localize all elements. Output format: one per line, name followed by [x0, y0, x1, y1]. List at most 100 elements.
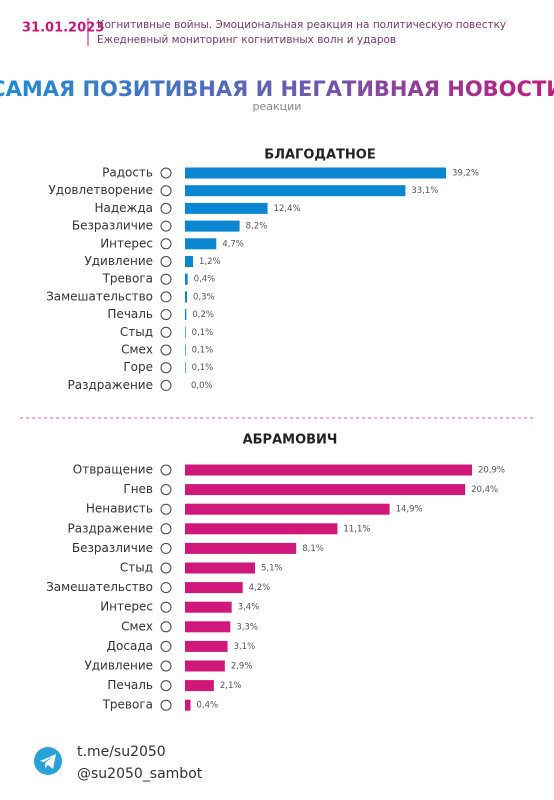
category-label: Замешательство — [46, 580, 153, 594]
emoji-icon — [160, 309, 172, 321]
bar — [185, 503, 390, 515]
value-label: 2,9% — [231, 662, 253, 672]
emoji-icon — [160, 640, 172, 652]
category-label: Интерес — [100, 236, 153, 250]
value-label: 5,1% — [261, 564, 283, 574]
emoji-icon — [160, 167, 172, 179]
category-label: Надежда — [94, 201, 153, 215]
emoji-icon — [160, 621, 172, 633]
bar — [185, 621, 231, 633]
value-label: 3,4% — [238, 603, 260, 613]
emoji-icon — [160, 523, 172, 535]
category-label: Гнев — [123, 482, 153, 496]
emoji-icon — [160, 699, 172, 711]
emoji-icon — [160, 185, 172, 197]
category-label: Досада — [107, 639, 153, 653]
value-label: 8,1% — [302, 544, 324, 554]
bar — [185, 542, 297, 554]
bar — [185, 202, 268, 214]
value-label: 0,3% — [193, 292, 215, 302]
bar — [185, 660, 225, 672]
value-label: 20,9% — [478, 466, 505, 476]
emoji-icon — [160, 660, 172, 672]
bar — [185, 680, 214, 692]
bar — [185, 484, 466, 496]
bar — [185, 523, 338, 535]
footer-link[interactable]: t.me/su2050 — [77, 744, 166, 760]
emoji-icon — [160, 464, 172, 476]
bar — [185, 167, 446, 179]
emoji-icon — [160, 601, 172, 613]
chart-title: АБРАМОВИЧ — [243, 433, 338, 448]
footer-link[interactable]: @su2050_sambot — [77, 766, 203, 782]
bar — [185, 273, 188, 285]
category-label: Смех — [121, 619, 153, 633]
bar — [185, 256, 193, 267]
bar — [185, 344, 186, 356]
category-label: Интерес — [100, 600, 153, 614]
chart-title: БЛАГОДАТНОЕ — [264, 148, 375, 163]
category-label: Печаль — [107, 307, 153, 321]
bar — [185, 185, 406, 197]
category-label: Удовлетворение — [48, 183, 153, 197]
value-label: 14,9% — [396, 505, 423, 515]
value-label: 4,2% — [249, 583, 271, 593]
bar — [185, 562, 256, 574]
value-label: 0,0% — [191, 381, 213, 391]
category-label: Печаль — [107, 678, 153, 692]
emoji-icon — [160, 542, 172, 554]
value-label: 0,1% — [192, 346, 214, 356]
category-label: Тревога — [102, 698, 153, 712]
category-label: Удивление — [84, 254, 153, 268]
value-label: 4,7% — [222, 239, 244, 249]
header-line: Ежедневный мониторинг когнитивных волн и… — [97, 34, 396, 46]
emoji-icon — [160, 256, 172, 267]
category-label: Безразличие — [72, 541, 153, 555]
emoji-icon — [160, 344, 172, 356]
emoji-icon — [160, 484, 172, 496]
bar — [185, 326, 186, 338]
category-label: Ненависть — [86, 502, 153, 516]
bar — [185, 291, 187, 303]
emoji-icon — [160, 238, 172, 250]
emoji-icon — [160, 362, 172, 374]
value-label: 0,4% — [196, 701, 218, 711]
value-label: 2,1% — [220, 681, 242, 691]
emoji-icon — [160, 291, 172, 303]
category-label: Стыд — [120, 325, 153, 339]
bar — [185, 362, 186, 374]
bar — [185, 309, 187, 321]
category-label: Раздражение — [68, 378, 153, 392]
value-label: 3,1% — [234, 642, 256, 652]
value-label: 8,2% — [246, 222, 268, 232]
emoji-icon — [160, 220, 172, 232]
category-label: Удивление — [84, 659, 153, 673]
category-label: Раздражение — [68, 521, 153, 535]
header-line: Когнитивные войны. Эмоциональная реакция… — [97, 19, 506, 31]
bar — [185, 601, 232, 613]
value-label: 11,1% — [343, 524, 370, 534]
value-label: 39,2% — [452, 169, 479, 179]
value-label: 0,1% — [192, 363, 214, 373]
category-label: Стыд — [120, 561, 153, 575]
category-label: Смех — [121, 343, 153, 357]
value-label: 3,3% — [236, 622, 258, 632]
subtitle: реакции — [253, 100, 302, 113]
category-label: Безразличие — [72, 219, 153, 233]
emoji-icon — [160, 379, 172, 391]
value-label: 0,2% — [192, 310, 214, 320]
bar — [185, 220, 240, 232]
category-label: Отвращение — [73, 463, 153, 477]
value-label: 0,4% — [194, 275, 216, 285]
telegram-plane — [40, 754, 56, 769]
category-label: Горе — [123, 360, 153, 374]
category-label: Замешательство — [46, 289, 153, 303]
emoji-icon — [160, 582, 172, 594]
bar — [185, 640, 228, 652]
value-label: 33,1% — [411, 186, 438, 196]
bar — [185, 582, 243, 594]
emoji-icon — [160, 680, 172, 692]
bar — [185, 464, 472, 476]
emoji-icon — [160, 273, 172, 285]
bar — [185, 238, 217, 250]
